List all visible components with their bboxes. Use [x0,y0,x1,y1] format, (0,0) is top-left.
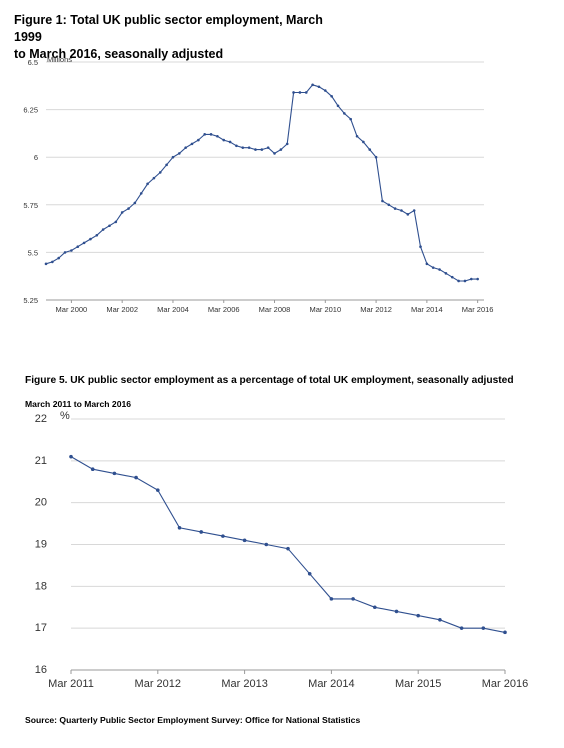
c1-x-tick-label: Mar 2004 [157,305,189,314]
c1-y-tick-label: 6.5 [28,58,38,67]
c1-data-point [158,171,162,174]
c1-data-point [171,155,175,159]
c1-x-tick-label: Mar 2014 [411,305,443,314]
c1-data-point [95,233,99,237]
figure-1-series [44,83,479,283]
c1-x-tick-label: Mar 2010 [309,305,341,314]
c1-y-tick-label: 5.25 [23,296,38,305]
figure-1-axes: 5.25 5.5 5.75 6 6.25 6.5 Mar 2000 Mar 2002 Mar 2… [23,58,493,314]
c1-data-point [431,266,435,269]
c1-data-point [266,146,270,149]
c1-data-point [419,245,422,248]
c1-data-point [355,134,359,138]
c1-y-tick-label: 5.75 [23,201,38,210]
c1-data-point [133,201,137,205]
c1-data-point [139,192,143,195]
c1-y-tick-label: 5.5 [28,248,38,257]
c1-y-tick-label: 6 [34,153,38,162]
c1-data-point [330,94,333,98]
c1-data-point [349,117,352,121]
c1-data-point [400,209,403,212]
c1-data-point [324,89,327,92]
c1-x-tick-label: Mar 2002 [106,305,138,314]
c1-x-tick-label: Mar 2012 [360,305,392,314]
c1-data-point [63,251,67,254]
c1-data-point [393,207,397,210]
c1-data-point [165,163,168,167]
figure-1-gridlines [46,61,484,253]
figure-5-subtitle: March 2011 to March 2016 [25,399,132,409]
c1-data-point [209,133,213,136]
c1-x-tick-label: Mar 2016 [462,305,494,314]
source-note: Source: Quarterly Public Sector Employme… [25,715,361,725]
c1-data-point [254,148,257,151]
c1-data-point [273,152,276,155]
c1-data-point [457,279,460,283]
c1-data-point [178,152,181,155]
c1-data-point [438,268,441,271]
c1-data-point [127,207,130,210]
c1-data-point [89,237,92,241]
c1-data-point [76,245,80,248]
c1-data-point [190,142,194,146]
c1-data-point [336,104,340,108]
c1-data-point [412,209,416,212]
figure-5-title: Figure 5. UK public sector employment as… [25,375,514,386]
c1-y-tick-label: 6.25 [23,106,38,115]
figure-1-title-line-2: to March 2016, seasonally adjusted [14,47,224,61]
c1-data-point [381,199,384,203]
c1-data-point [425,262,429,266]
c1-data-point [241,146,245,149]
c1-data-point [216,134,219,138]
c1-data-point [152,176,156,180]
c1-data-point [44,262,48,266]
c1-data-point [374,155,378,159]
c1-data-point [51,260,54,264]
c1-data-point [279,148,283,151]
c1-data-point [120,211,124,214]
c1-data-point [260,148,264,151]
c1-data-point [368,148,372,151]
c1-data-point [222,138,226,142]
c1-x-tick-label: Mar 2000 [56,305,88,314]
c1-data-point [362,140,365,144]
c1-data-point [247,146,251,149]
c1-data-point [406,213,410,216]
c1-x-tick-label: Mar 2008 [259,305,291,314]
c1-data-point [197,138,200,142]
c1-data-point [292,91,295,94]
c1-data-point [70,249,73,252]
c1-data-point [343,112,346,115]
c1-data-point [108,224,111,228]
figure-1-title-line-1: Figure 1: Total UK public sector employm… [14,13,323,44]
c1-data-point [203,133,206,136]
c1-data-point [114,220,118,224]
c1-series-line [45,84,478,282]
c1-data-point [57,256,60,260]
c1-data-point [235,144,238,148]
c1-data-point [470,277,473,281]
c1-data-point [311,83,314,87]
c1-data-point [450,275,454,279]
c1-data-point [476,277,479,281]
c1-data-point [101,228,105,231]
figure-1-y-unit-label: Millions [47,55,72,64]
c1-data-point [304,91,308,94]
c1-data-point [285,142,289,146]
c1-data-point [228,140,232,144]
c1-data-point [82,241,86,245]
c1-data-point [463,279,467,283]
c1-data-point [444,272,448,275]
c1-data-point [298,91,302,94]
c1-data-point [146,182,149,186]
figure-1-title: Figure 1: Total UK public sector employm… [14,12,354,63]
c1-data-point [184,146,187,149]
c1-data-point [387,203,391,207]
c1-data-point [317,85,321,89]
c1-x-tick-label: Mar 2006 [208,305,240,314]
